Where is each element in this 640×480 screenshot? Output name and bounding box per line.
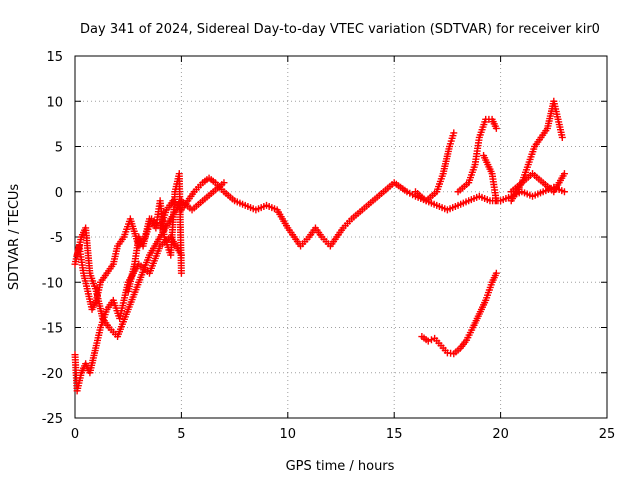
x-tick-label: 0 <box>71 427 79 442</box>
y-tick-label: 10 <box>46 95 63 110</box>
y-tick-label: 15 <box>46 50 63 65</box>
y-tick-label: -25 <box>42 412 63 427</box>
x-axis-label: GPS time / hours <box>286 459 395 474</box>
x-tick-label: 15 <box>386 427 403 442</box>
data-point <box>427 336 435 344</box>
x-tick-label: 5 <box>177 427 185 442</box>
data-point <box>492 197 500 205</box>
data-point <box>220 179 228 187</box>
y-tick-labels: -25 -20 -15 -10 -5 0 5 10 15 <box>42 50 63 427</box>
x-tick-label: 20 <box>492 427 509 442</box>
y-axis-label: SDTVAR / TECUs <box>7 184 22 291</box>
data-point <box>492 124 500 132</box>
data-markers <box>71 97 568 395</box>
x-tick-label: 10 <box>280 427 297 442</box>
y-tick-label: -10 <box>42 276 63 291</box>
data-point <box>424 337 432 345</box>
y-tick-label: 0 <box>55 186 63 201</box>
data-point <box>560 170 568 178</box>
data-point <box>492 269 500 277</box>
data-point <box>177 269 185 277</box>
y-tick-label: -15 <box>42 322 63 337</box>
y-tick-label: -5 <box>50 231 63 246</box>
chart-title: Day 341 of 2024, Sidereal Day-to-day VTE… <box>80 22 600 37</box>
plot-frame <box>74 55 608 419</box>
data-point <box>560 188 568 196</box>
y-tick-label: -20 <box>42 367 63 382</box>
x-tick-label: 25 <box>599 427 616 442</box>
grid-lines <box>75 56 607 418</box>
y-tick-label: 5 <box>55 141 63 156</box>
data-point <box>450 129 458 137</box>
x-tick-labels: 0 5 10 15 20 25 <box>71 427 615 442</box>
data-point <box>558 133 566 141</box>
